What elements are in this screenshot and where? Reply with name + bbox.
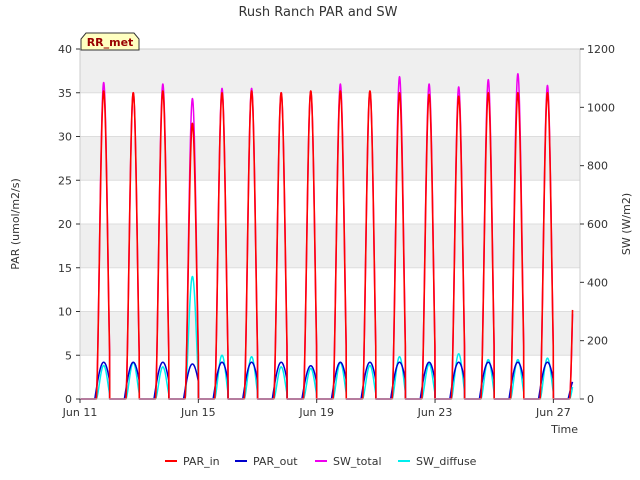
station-label: RR_met [87,36,134,49]
right-tick-label: 1200 [587,43,615,56]
legend-label-SW_diffuse: SW_diffuse [416,455,477,468]
x-tick-label: Jun 23 [417,406,453,419]
y-axis-right-label: SW (W/m2) [620,193,633,255]
chart-title: Rush Ranch PAR and SW [238,5,397,20]
grid-band [80,224,580,268]
left-tick-label: 15 [58,262,72,275]
grid-band [80,311,580,356]
right-tick-label: 200 [587,335,608,348]
right-tick-label: 1000 [587,101,615,114]
axes: 0510152025303540020040060080010001200Jun… [58,43,615,419]
legend-label-PAR_out: PAR_out [253,455,298,468]
grid-band [80,136,580,181]
left-tick-label: 40 [58,43,72,56]
legend-label-PAR_in: PAR_in [183,455,220,468]
x-tick-label: Jun 19 [298,406,334,419]
right-tick-label: 800 [587,160,608,173]
right-tick-label: 600 [587,218,608,231]
left-tick-label: 25 [58,174,72,187]
left-tick-label: 35 [58,87,72,100]
right-tick-label: 400 [587,276,608,289]
legend: PAR_in PAR_out SW_total SW_diffuse [165,455,477,468]
left-tick-label: 20 [58,218,72,231]
left-tick-label: 5 [65,349,72,362]
left-tick-label: 30 [58,131,72,144]
right-tick-label: 0 [587,393,594,406]
x-axis-label: Time [550,423,578,436]
station-badge: RR_met [80,32,140,51]
x-tick-label: Jun 15 [180,406,216,419]
legend-label-SW_total: SW_total [333,455,382,468]
left-tick-label: 0 [65,393,72,406]
x-tick-label: Jun 11 [62,406,98,419]
grid-band [80,49,580,93]
y-axis-left-label: PAR (umol/m2/s) [9,178,22,270]
left-tick-label: 10 [58,306,72,319]
x-tick-label: Jun 27 [535,406,571,419]
